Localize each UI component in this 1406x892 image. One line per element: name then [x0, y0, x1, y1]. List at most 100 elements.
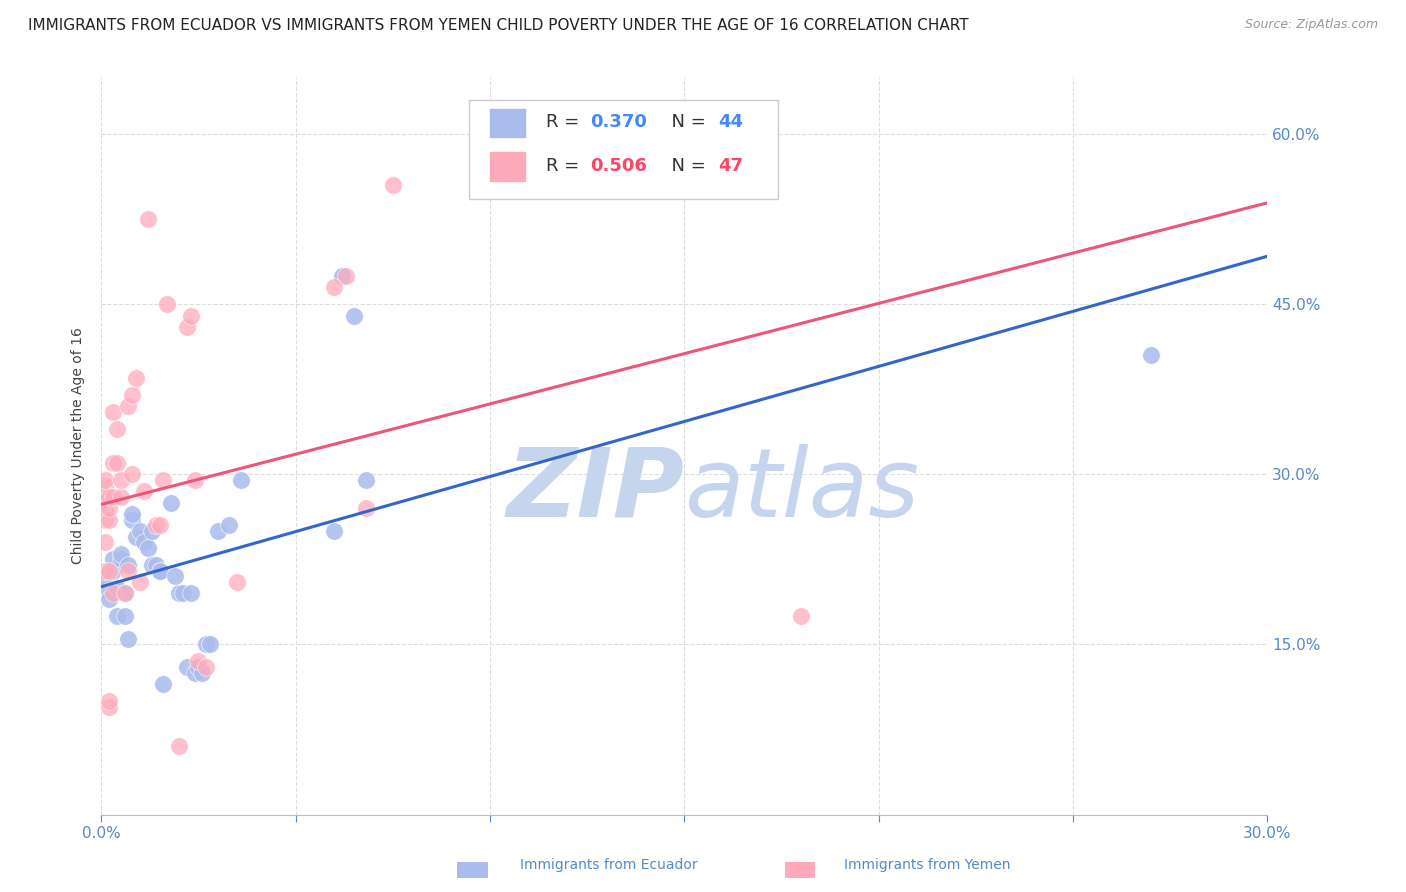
Point — [180, 586, 202, 600]
Point — [381, 178, 404, 193]
Point — [114, 586, 136, 600]
Point — [98, 501, 121, 516]
Point — [183, 473, 205, 487]
Point — [323, 280, 346, 294]
FancyBboxPatch shape — [489, 153, 524, 181]
Point — [105, 581, 128, 595]
Point — [148, 518, 170, 533]
Point — [105, 456, 128, 470]
Point — [94, 478, 117, 492]
Text: IMMIGRANTS FROM ECUADOR VS IMMIGRANTS FROM YEMEN CHILD POVERTY UNDER THE AGE OF : IMMIGRANTS FROM ECUADOR VS IMMIGRANTS FR… — [28, 18, 969, 33]
Point — [101, 586, 124, 600]
Point — [105, 609, 128, 624]
FancyBboxPatch shape — [468, 100, 778, 199]
Point — [117, 399, 139, 413]
Point — [101, 405, 124, 419]
Point — [136, 541, 159, 555]
Point — [117, 564, 139, 578]
Point — [790, 609, 813, 624]
Point — [167, 739, 190, 754]
Point — [145, 558, 167, 572]
Point — [751, 178, 773, 193]
Text: Immigrants from Yemen: Immigrants from Yemen — [844, 858, 1010, 872]
Point — [129, 524, 152, 538]
Point — [1139, 348, 1161, 362]
Point — [94, 490, 117, 504]
Point — [117, 558, 139, 572]
Point — [94, 535, 117, 549]
Text: atlas: atlas — [685, 443, 920, 537]
Point — [167, 586, 190, 600]
Point — [343, 309, 366, 323]
Point — [121, 507, 143, 521]
Point — [98, 513, 121, 527]
Point — [187, 660, 209, 674]
Point — [125, 371, 148, 385]
Point — [180, 309, 202, 323]
Point — [105, 422, 128, 436]
Point — [172, 586, 194, 600]
Point — [136, 212, 159, 227]
Point — [148, 564, 170, 578]
Text: 44: 44 — [718, 113, 744, 131]
Point — [117, 632, 139, 646]
Point — [98, 699, 121, 714]
Text: 0.506: 0.506 — [591, 157, 647, 175]
Point — [148, 564, 170, 578]
Point — [176, 319, 198, 334]
Point — [160, 496, 183, 510]
Y-axis label: Child Poverty Under the Age of 16: Child Poverty Under the Age of 16 — [72, 327, 86, 565]
Point — [94, 564, 117, 578]
Point — [114, 586, 136, 600]
Point — [187, 655, 209, 669]
Point — [323, 524, 346, 538]
Point — [114, 609, 136, 624]
Point — [110, 552, 132, 566]
Point — [132, 484, 155, 499]
Point — [98, 592, 121, 607]
Point — [207, 524, 229, 538]
Point — [110, 547, 132, 561]
Point — [98, 490, 121, 504]
Point — [101, 490, 124, 504]
Point — [183, 665, 205, 680]
Text: R =: R = — [546, 113, 585, 131]
Point — [195, 660, 218, 674]
Point — [141, 558, 163, 572]
Point — [110, 490, 132, 504]
Point — [98, 694, 121, 708]
Point — [354, 501, 377, 516]
Point — [152, 677, 174, 691]
Point — [101, 564, 124, 578]
Point — [156, 297, 179, 311]
Point — [191, 665, 214, 680]
Point — [165, 569, 187, 583]
Point — [98, 584, 121, 599]
Text: ZIP: ZIP — [506, 443, 685, 537]
Point — [121, 467, 143, 482]
Point — [121, 388, 143, 402]
Point — [226, 575, 249, 590]
Point — [132, 535, 155, 549]
Point — [231, 473, 253, 487]
Text: N =: N = — [659, 113, 711, 131]
Text: Immigrants from Ecuador: Immigrants from Ecuador — [520, 858, 697, 872]
Point — [110, 473, 132, 487]
Point — [121, 513, 143, 527]
Point — [94, 572, 117, 586]
Text: N =: N = — [659, 157, 711, 175]
Point — [101, 552, 124, 566]
Point — [198, 637, 221, 651]
FancyBboxPatch shape — [489, 109, 524, 137]
Point — [98, 564, 121, 578]
Point — [354, 473, 377, 487]
Point — [152, 473, 174, 487]
Point — [94, 501, 117, 516]
Point — [94, 513, 117, 527]
Point — [101, 456, 124, 470]
Point — [129, 575, 152, 590]
Point — [145, 518, 167, 533]
Text: 47: 47 — [718, 157, 744, 175]
Point — [330, 268, 353, 283]
Point — [141, 524, 163, 538]
